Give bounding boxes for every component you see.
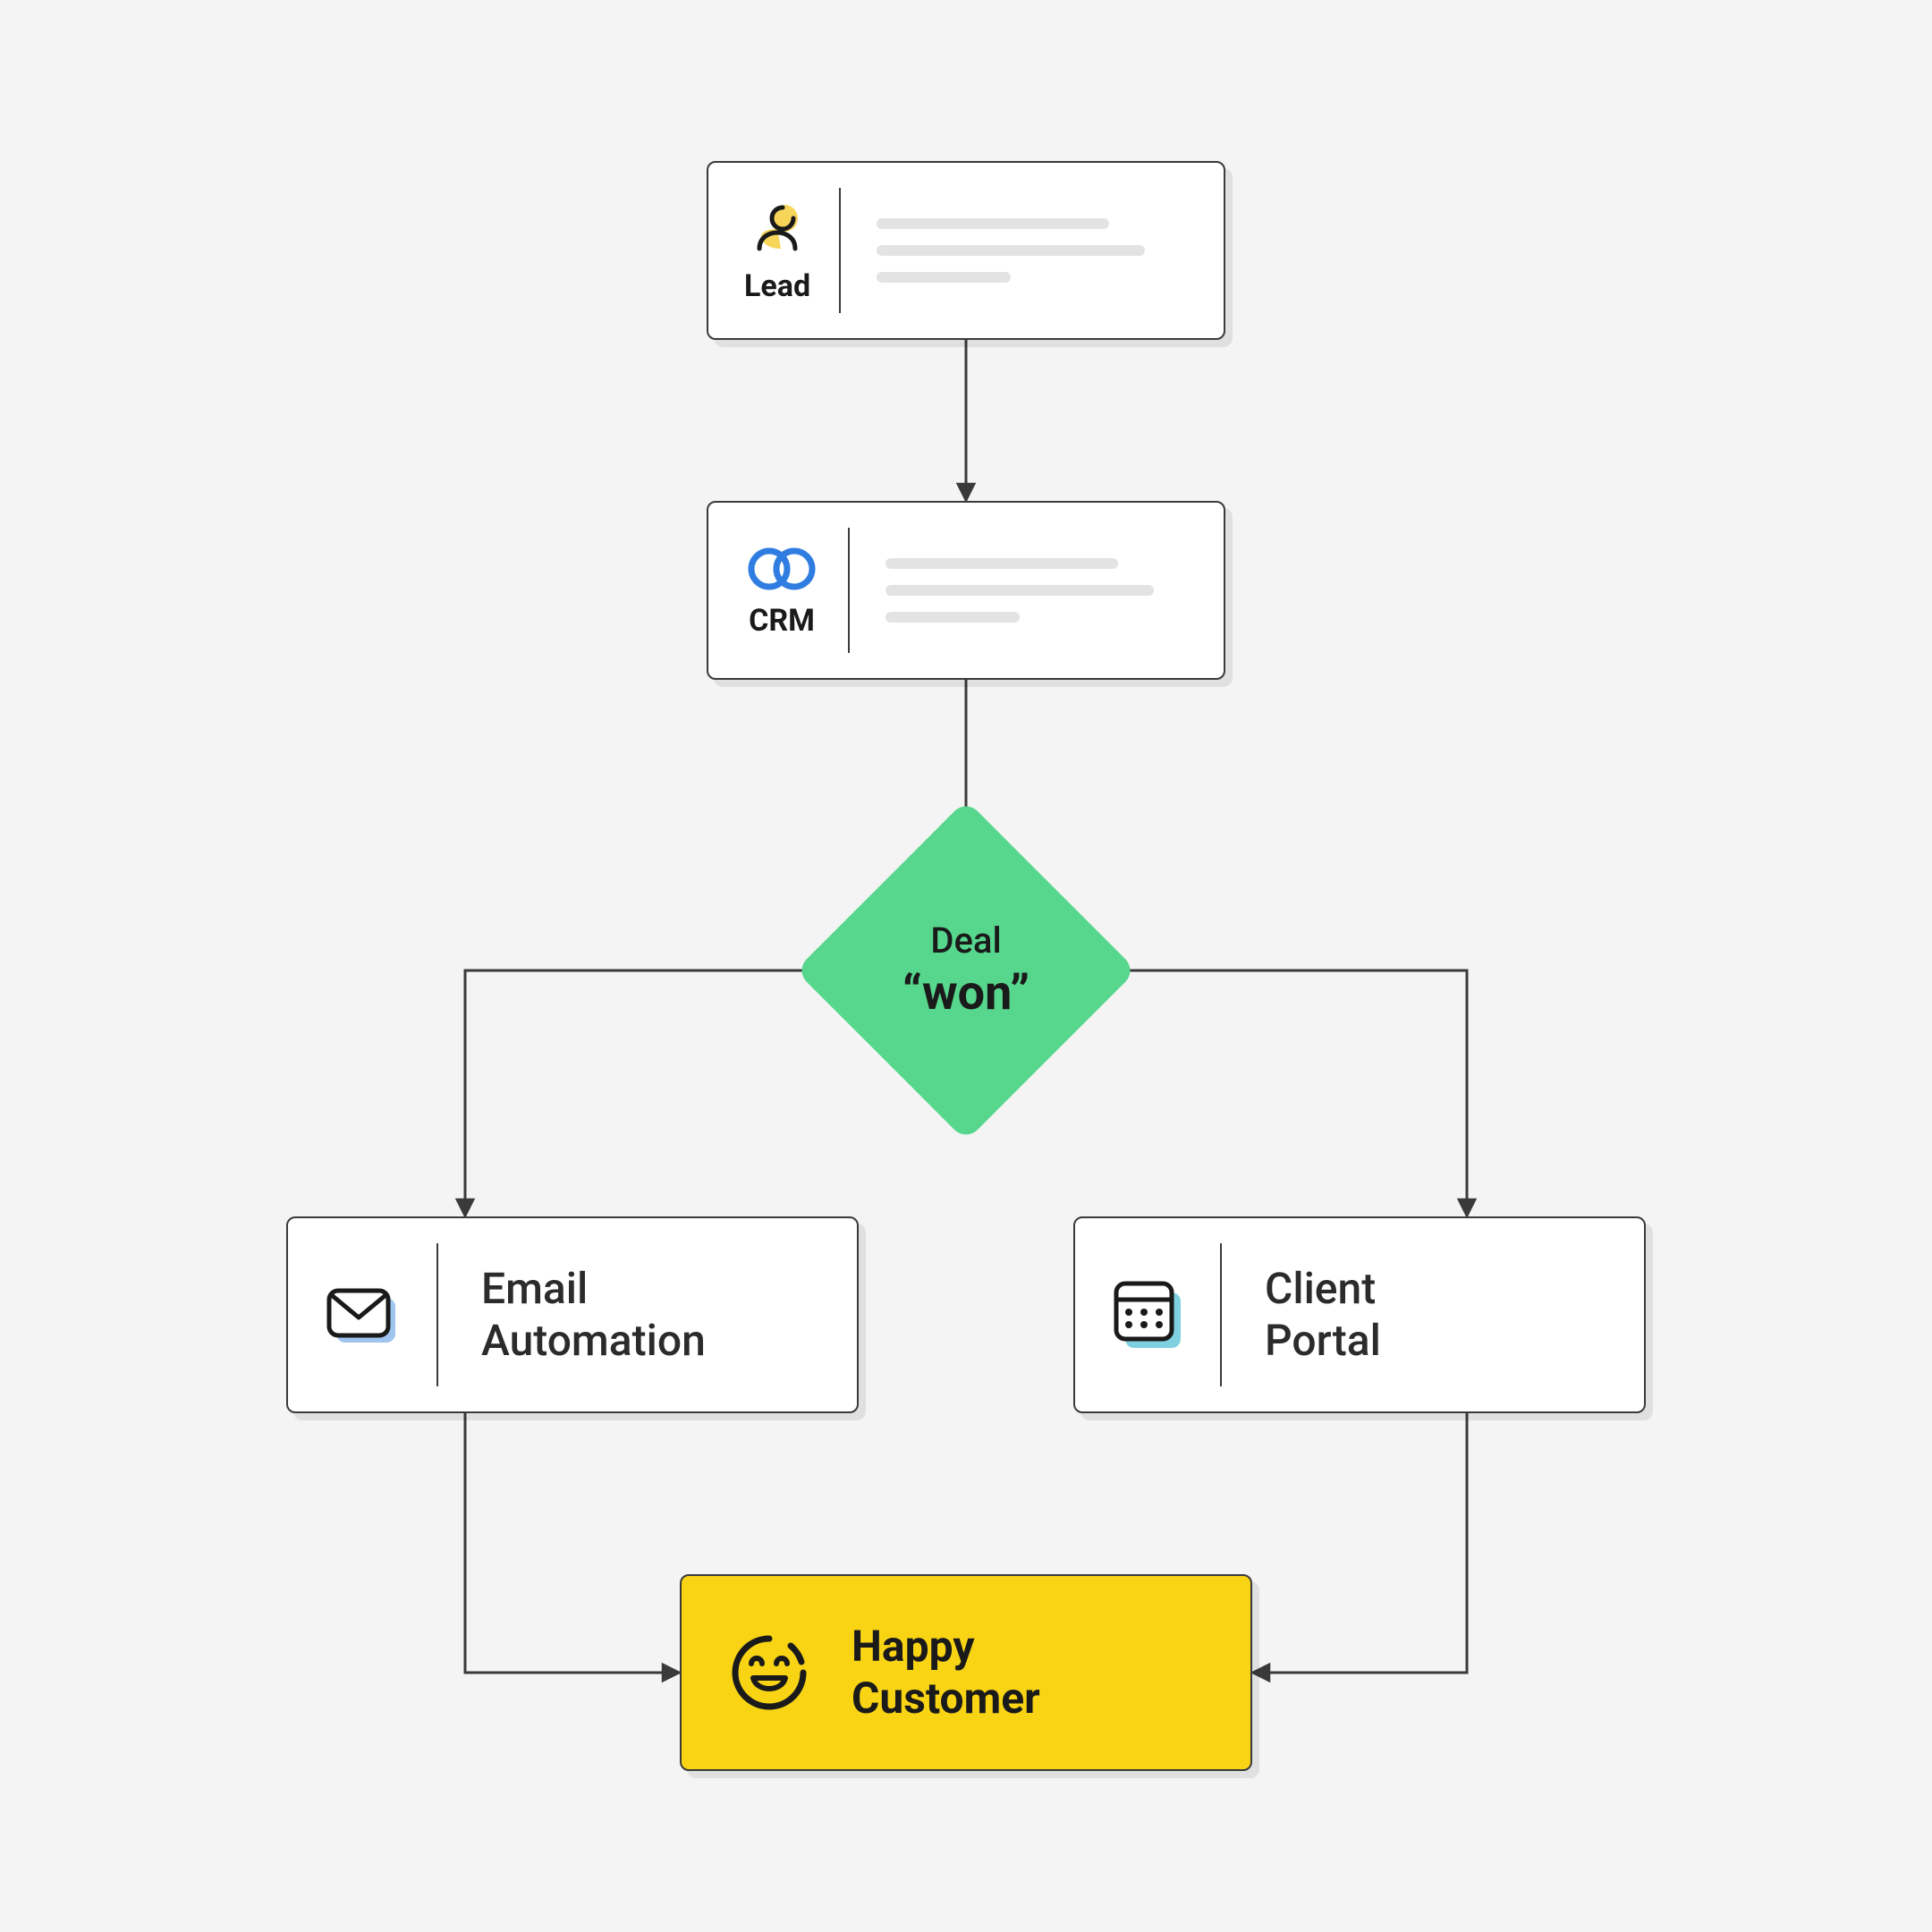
node-lead: Lead (707, 161, 1225, 340)
happy-label-line2: Customer (852, 1673, 1040, 1724)
crm-caption: CRM (749, 603, 815, 639)
node-happy-customer: Happy Customer (680, 1574, 1252, 1771)
crm-icon-wrap: CRM (744, 542, 848, 639)
connector-edge (1087, 970, 1467, 1216)
placeholder-line (877, 218, 1109, 229)
lead-caption: Lead (744, 268, 810, 304)
portal-label: Client Portal (1222, 1263, 1608, 1366)
node-client-portal: Client Portal (1073, 1216, 1646, 1413)
deal-text: Deal “won” (902, 919, 1030, 1021)
connector-edge (465, 1413, 680, 1673)
connector-edge (1252, 1413, 1467, 1673)
node-crm: CRM (707, 501, 1225, 680)
email-icon-wrap (324, 1284, 436, 1346)
placeholder-lines (850, 558, 1188, 623)
happy-label-line1: Happy (852, 1621, 1040, 1673)
email-label: Email Automation (438, 1263, 821, 1366)
connector-edge (465, 970, 845, 1216)
placeholder-line (877, 245, 1145, 256)
portal-label-line1: Client (1265, 1263, 1608, 1315)
deal-line1: Deal (902, 919, 1030, 962)
deal-line2: “won” (902, 965, 1030, 1021)
placeholder-line (886, 585, 1154, 596)
smile-icon (726, 1630, 812, 1716)
node-deal-decision: Deal “won” (845, 850, 1087, 1091)
placeholder-line (877, 272, 1011, 283)
flowchart-canvas: Lead CRM Deal “won” (0, 0, 1932, 1932)
placeholder-line (886, 558, 1118, 569)
portal-label-line2: Portal (1265, 1315, 1608, 1367)
happy-label: Happy Customer (852, 1621, 1040, 1724)
mail-icon (324, 1284, 401, 1346)
email-label-line1: Email (481, 1263, 821, 1315)
chain-icon (744, 542, 819, 596)
portal-icon-wrap (1111, 1278, 1220, 1352)
placeholder-lines (841, 218, 1188, 283)
calendar-grid-icon (1111, 1278, 1184, 1352)
email-label-line2: Automation (481, 1315, 821, 1367)
person-icon (745, 197, 809, 261)
node-email-automation: Email Automation (286, 1216, 859, 1413)
lead-icon-wrap: Lead (744, 197, 839, 304)
placeholder-line (886, 612, 1020, 623)
